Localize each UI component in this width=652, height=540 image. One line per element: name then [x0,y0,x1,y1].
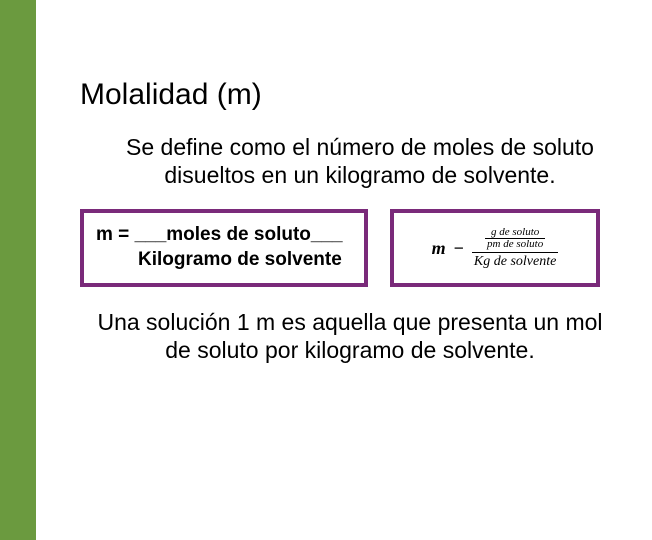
formula2-inner-den: pm de soluto [485,239,545,251]
formula2-operator: − [452,238,466,259]
slide-title: Molalidad (m) [80,78,620,112]
formula1-denominator: Kilogramo de solvente [96,248,352,273]
formula2-inner-num: g de soluto [489,227,541,239]
formula-box-math: m − g de soluto pm de soluto Kg de solve… [390,209,600,287]
formula1-prefix: m = [96,224,135,245]
formula2-fraction: g de soluto pm de soluto Kg de solvente [472,227,558,270]
formula2-inner-fraction: g de soluto pm de soluto [485,227,545,251]
closing-text: Una solución 1 m es aquella que presenta… [80,309,620,364]
formula-row: m = ___moles de soluto___ Kilogramo de s… [80,209,620,287]
formula2-variable: m [432,238,446,259]
sidebar-accent [0,0,36,540]
formula-box-words: m = ___moles de soluto___ Kilogramo de s… [80,209,368,287]
slide-content: Molalidad (m) Se define como el número d… [80,78,620,364]
formula2-outer-den: Kg de solvente [472,254,558,270]
formula1-numerator: ___moles de soluto___ [135,224,343,245]
definition-text: Se define como el número de moles de sol… [80,134,620,189]
